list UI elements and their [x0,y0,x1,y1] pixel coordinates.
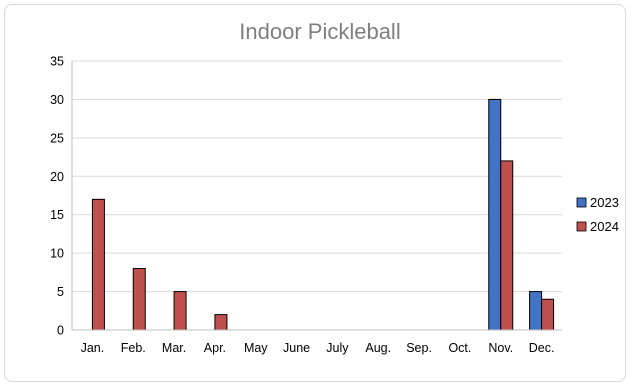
x-tick-label: Oct. [448,341,471,355]
chart-title: Indoor Pickleball [239,19,400,44]
bar-2024-apr [214,314,228,331]
y-tick-label: 35 [50,55,64,69]
x-tick-label: Nov. [488,341,513,355]
y-tick-label: 20 [50,170,64,184]
x-tick-label: June [283,341,310,355]
legend-swatch-2023 [576,197,587,208]
x-tick-label: July [326,341,349,355]
legend-label-2024: 2024 [590,219,619,234]
y-tick-label: 25 [50,131,64,145]
x-tick-label: Aug. [365,341,391,355]
x-tick-label: Dec. [529,341,555,355]
bar-2024-nov [500,160,514,331]
y-tick-label: 10 [50,247,64,261]
bar-2023-nov [488,98,502,331]
axes: 0 5 10 15 20 25 30 35 Jan. Feb. Mar. Apr. May June Jul… [50,55,562,355]
x-tick-label: May [244,341,268,355]
x-tick-label: Apr. [204,341,226,355]
y-tick-label: 5 [57,285,64,299]
y-tick-label: 30 [50,93,64,107]
legend-swatch-2024 [576,221,587,232]
x-tick-label: Mar. [162,341,186,355]
x-tick-label: Jan. [81,341,105,355]
bar-2024-jan [91,198,105,331]
chart-frame [4,4,626,382]
y-tick-label: 15 [50,208,64,222]
x-tick-label: Feb. [121,341,146,355]
bar-2024-dec [541,298,555,331]
bars [91,98,555,331]
bar-2024-mar [173,291,187,331]
bar-2023-dec [529,291,543,331]
legend: 2023 2024 [576,195,619,234]
y-tick-label: 0 [57,324,64,338]
x-tick-label: Sep. [406,341,432,355]
legend-label-2023: 2023 [590,195,619,210]
bar-2024-feb [132,268,146,331]
grid-lines [72,60,562,293]
